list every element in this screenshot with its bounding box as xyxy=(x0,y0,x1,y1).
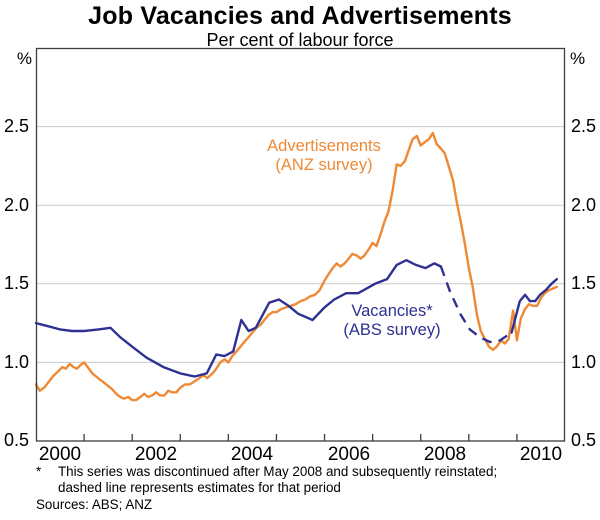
y-tick-left-1-0: 1.0 xyxy=(3,352,29,372)
series-line xyxy=(34,259,443,378)
x-tick-2002: 2002 xyxy=(134,444,178,465)
y-tick-left-0-5: 0.5 xyxy=(3,430,29,450)
advertisements-series-label: Advertisements (ANZ survey) xyxy=(229,137,419,175)
y-tick-right-0-5: 0.5 xyxy=(571,430,597,450)
x-tick-2006: 2006 xyxy=(327,444,371,465)
y-tick-right-1-0: 1.0 xyxy=(571,352,597,372)
x-tick-2004: 2004 xyxy=(230,444,274,465)
series-line xyxy=(510,277,558,334)
footnote-text: This series was discontinued after May 2… xyxy=(58,464,497,496)
y-tick-right-2-5: 2.5 xyxy=(571,116,597,136)
y-tick-left-1-5: 1.5 xyxy=(3,273,29,293)
advertisements-series-label-line2: (ANZ survey) xyxy=(275,156,373,174)
series-line xyxy=(439,266,513,344)
footnote-marker: * xyxy=(36,464,42,479)
y-axis-unit-right: % xyxy=(570,49,586,68)
vacancies-series-label-line1: Vacancies* xyxy=(351,302,433,320)
footnote-line1: This series was discontinued after May 2… xyxy=(58,464,498,479)
y-tick-left-2-0: 2.0 xyxy=(3,195,29,215)
plot-frame xyxy=(35,47,566,442)
vacancies-series-label-line2: (ABS survey) xyxy=(343,321,441,339)
series-line xyxy=(34,131,558,402)
y-tick-right-1-5: 1.5 xyxy=(571,273,597,293)
x-axis-ticks xyxy=(83,434,518,441)
footnote: * This series was discontinued after May… xyxy=(36,464,581,496)
x-tick-2010: 2010 xyxy=(519,444,563,465)
chart-subtitle: Per cent of labour force xyxy=(206,30,394,50)
vacancies-series-label: Vacancies* (ABS survey) xyxy=(297,302,487,340)
y-tick-left-2-5: 2.5 xyxy=(3,116,29,136)
x-tick-2000: 2000 xyxy=(38,444,82,465)
sources-line: Sources: ABS; ANZ xyxy=(36,497,153,512)
x-tick-2008: 2008 xyxy=(423,444,467,465)
y-axis-unit-left: % xyxy=(16,49,32,68)
series-lines xyxy=(34,131,558,402)
advertisements-series-label-line1: Advertisements xyxy=(267,137,381,155)
gridlines xyxy=(36,126,565,363)
y-tick-right-2-0: 2.0 xyxy=(571,195,597,215)
chart-title: Job Vacancies and Advertisements xyxy=(88,2,512,30)
footnote-line2: dashed line represents estimates for tha… xyxy=(58,480,341,495)
